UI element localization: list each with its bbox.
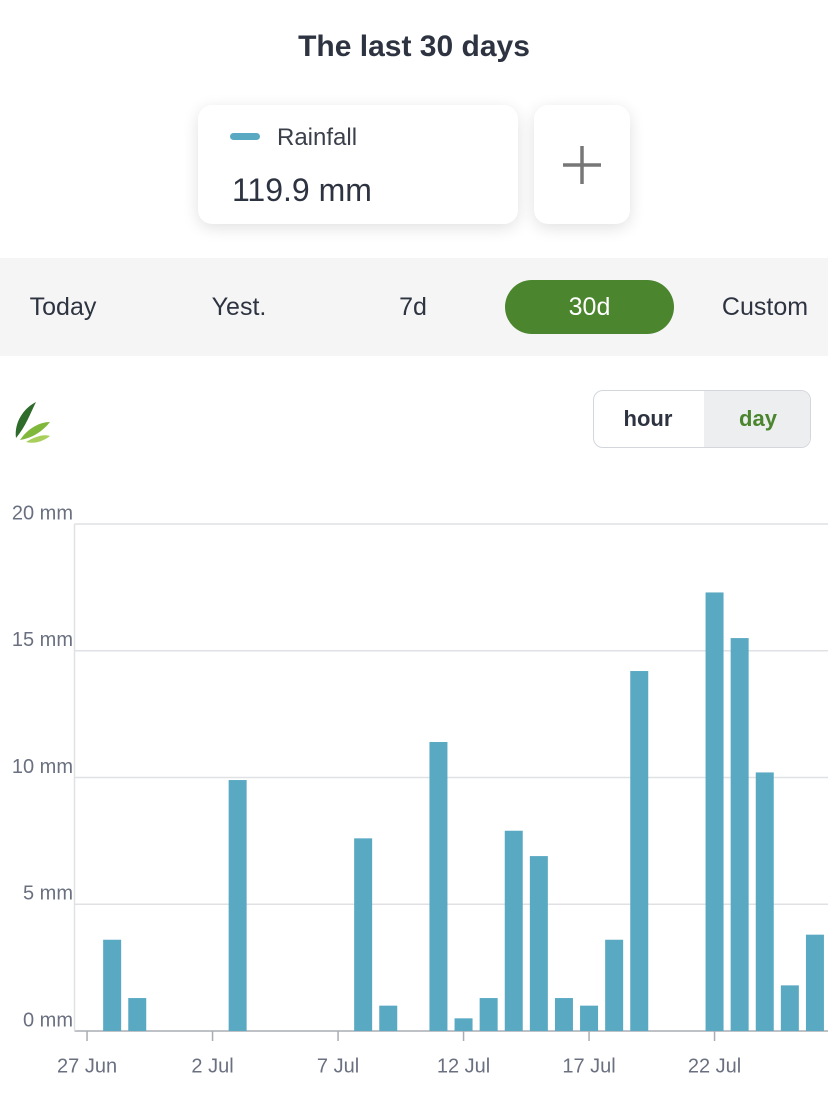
summary-card[interactable]	[198, 105, 518, 224]
bar	[780, 985, 799, 1031]
bar	[354, 838, 373, 1031]
bar	[128, 998, 147, 1031]
x-tick-label: 17 Jul	[562, 1055, 615, 1077]
range-tabs: Today Yest. 7d 30d Custom	[0, 258, 828, 356]
range-tab[interactable]: Today	[29, 293, 97, 321]
y-tick-label: 20 mm	[12, 502, 73, 524]
range-tab[interactable]: 7d	[399, 293, 427, 321]
bar	[529, 856, 548, 1031]
toggle-option[interactable]: day	[704, 391, 810, 447]
bar	[605, 939, 624, 1031]
y-tick-label: 15 mm	[12, 629, 73, 651]
range-tab[interactable]: Yest.	[211, 293, 267, 321]
bar	[103, 939, 122, 1031]
add-button[interactable]	[534, 105, 630, 224]
x-tick-label: 12 Jul	[437, 1055, 490, 1077]
bar	[554, 998, 573, 1031]
y-tick-label: 10 mm	[12, 756, 73, 778]
bar	[580, 1005, 599, 1031]
toggle-option[interactable]: hour	[623, 406, 673, 431]
granularity-toggle: hour day	[593, 390, 811, 448]
range-tab[interactable]: 30d	[505, 280, 674, 334]
y-tick-label: 0 mm	[23, 1009, 73, 1031]
bar	[504, 830, 523, 1031]
x-tick-label: 22 Jul	[688, 1055, 741, 1077]
legend-swatch	[230, 133, 260, 140]
y-tick-label: 5 mm	[23, 883, 73, 905]
page-title: The last 30 days	[298, 30, 530, 63]
bar	[730, 638, 749, 1031]
series-total: 119.9 mm	[232, 172, 372, 208]
bar	[429, 742, 448, 1031]
bar	[705, 592, 724, 1031]
logo	[15, 402, 50, 443]
range-tab[interactable]: Custom	[721, 293, 809, 321]
x-tick-label: 2 Jul	[191, 1055, 233, 1077]
bar	[379, 1005, 398, 1031]
bar	[630, 671, 649, 1031]
series-name: Rainfall	[277, 124, 358, 151]
plus-icon	[563, 146, 601, 184]
bar	[479, 998, 498, 1031]
bar	[755, 772, 774, 1031]
x-tick-label: 7 Jul	[317, 1055, 359, 1077]
bar	[228, 780, 247, 1031]
bar	[454, 1018, 473, 1031]
bar	[805, 934, 824, 1031]
x-tick-label: 27 Jun	[57, 1055, 117, 1077]
